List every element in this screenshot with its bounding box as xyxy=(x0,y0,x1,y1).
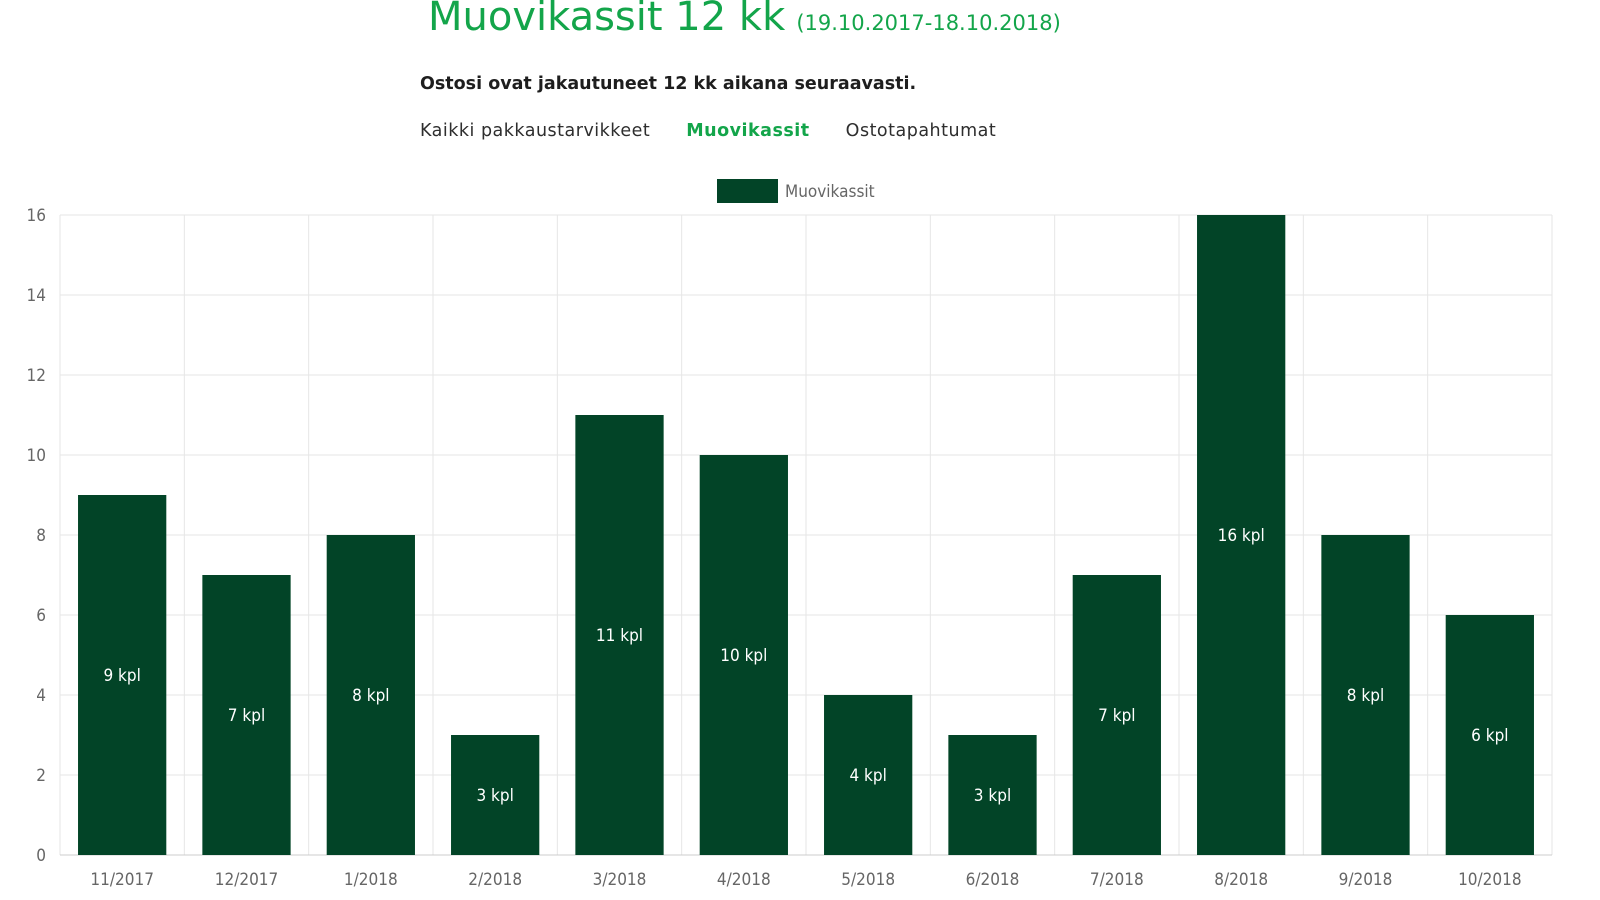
page-title: Muovikassit 12 kk xyxy=(428,0,786,40)
bar-data-label: 11 kpl xyxy=(596,626,643,646)
bar-data-label: 9 kpl xyxy=(103,666,140,686)
y-tick-label: 6 xyxy=(36,606,46,626)
x-tick-label: 7/2018 xyxy=(1090,870,1144,890)
y-tick-label: 2 xyxy=(36,766,46,786)
bar-data-label: 3 kpl xyxy=(476,786,513,806)
bar-data-label: 16 kpl xyxy=(1218,526,1265,546)
tab-plastic-bags[interactable]: Muovikassit xyxy=(686,121,810,141)
x-tick-label: 10/2018 xyxy=(1458,870,1522,890)
bar xyxy=(824,695,913,855)
chart-grid xyxy=(59,214,1553,856)
x-tick-label: 3/2018 xyxy=(593,870,647,890)
bar xyxy=(326,535,415,855)
bar-data-label: 3 kpl xyxy=(974,786,1011,806)
x-tick-label: 6/2018 xyxy=(966,870,1020,890)
x-tick-label: 12/2017 xyxy=(215,870,279,890)
page-subtitle: Ostosi ovat jakautuneet 12 kk aikana seu… xyxy=(420,74,917,94)
tab-purchase-events[interactable]: Ostotapahtumat xyxy=(845,121,997,141)
bar xyxy=(78,495,167,855)
tab-bar: Kaikki pakkaustarvikkeet Muovikassit Ost… xyxy=(420,121,996,141)
bar xyxy=(948,735,1037,855)
y-tick-label: 14 xyxy=(27,286,46,306)
bar-data-label: 7 kpl xyxy=(1098,706,1135,726)
x-axis-labels: 11/2017 12/2017 1/2018 2/2018 3/2018 4/2018 5/… xyxy=(90,870,1521,890)
bar xyxy=(1072,575,1161,855)
bar-data-label: 7 kpl xyxy=(228,706,265,726)
bar xyxy=(1445,615,1534,855)
x-tick-label: 4/2018 xyxy=(717,870,771,890)
x-tick-label: 11/2017 xyxy=(90,870,154,890)
bar-data-label: 8 kpl xyxy=(1347,686,1384,706)
bar-data-label: 6 kpl xyxy=(1471,726,1508,746)
bar xyxy=(699,455,788,855)
x-tick-label: 8/2018 xyxy=(1214,870,1268,890)
y-tick-label: 12 xyxy=(27,366,46,386)
y-axis-labels: 0 2 4 6 8 10 12 14 16 xyxy=(27,206,46,866)
bar-data-label: 8 kpl xyxy=(352,686,389,706)
bar xyxy=(1321,535,1410,855)
y-tick-label: 16 xyxy=(27,206,46,226)
x-tick-label: 2/2018 xyxy=(468,870,522,890)
y-tick-label: 8 xyxy=(36,526,46,546)
chart-bars: 9 kpl 7 kpl 8 kpl 3 kpl 11 kpl 10 kpl 4 kpl 3 k… xyxy=(78,215,1534,855)
tab-all-packaging[interactable]: Kaikki pakkaustarvikkeet xyxy=(420,121,651,141)
period-range: (19.10.2017-18.10.2018) xyxy=(796,11,1061,35)
bar-chart: Muovikassit 9 kpl 7 kpl 8 kpl 3 kpl 11 kpl 10… xyxy=(27,179,1553,890)
bar xyxy=(451,735,540,855)
chart-legend: Muovikassit xyxy=(717,179,875,203)
bar xyxy=(1197,215,1286,855)
bar-data-label: 4 kpl xyxy=(849,766,886,786)
x-tick-label: 1/2018 xyxy=(344,870,398,890)
bar xyxy=(575,415,664,855)
y-tick-label: 4 xyxy=(36,686,46,706)
bar xyxy=(202,575,291,855)
x-tick-label: 5/2018 xyxy=(841,870,895,890)
bar-data-label: 10 kpl xyxy=(720,646,767,666)
legend-swatch xyxy=(717,179,778,203)
page-title-row: Muovikassit 12 kk (19.10.2017-18.10.2018… xyxy=(428,0,1061,40)
y-tick-label: 10 xyxy=(27,446,46,466)
y-tick-label: 0 xyxy=(36,846,46,866)
legend-label: Muovikassit xyxy=(785,182,875,202)
x-tick-label: 9/2018 xyxy=(1339,870,1393,890)
